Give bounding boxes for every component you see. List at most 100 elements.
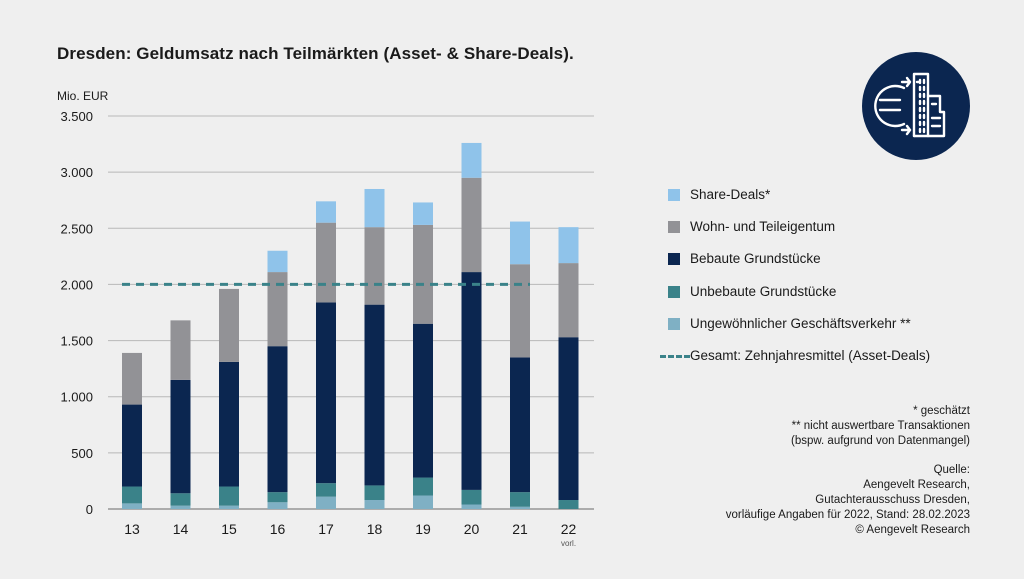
- footnote-line: (bspw. aufgrund von Datenmangel): [791, 435, 970, 447]
- legend-swatch: [668, 253, 680, 266]
- bar-stack-18: [364, 188, 385, 509]
- x-tick-label: 18: [367, 521, 383, 537]
- bar-segment: [170, 505, 191, 509]
- source-line: Aengevelt Research,: [863, 479, 970, 491]
- bar-stack-13: [122, 352, 142, 509]
- bar-segment: [219, 361, 239, 487]
- legend-label: Ungewöhnlicher Geschäftsverkehr **: [690, 315, 911, 331]
- bar-segment: [461, 272, 482, 490]
- x-tick-label: 21: [512, 521, 528, 537]
- bar-segment: [122, 486, 142, 504]
- legend-swatch: [660, 355, 690, 358]
- bar-segment: [413, 477, 433, 496]
- x-tick-label: 16: [270, 521, 286, 537]
- footnotes: * geschätzt ** nicht auswertbare Transak…: [791, 404, 970, 449]
- bar-stack-20: [461, 142, 482, 509]
- y-tick-label: 2.000: [60, 277, 93, 292]
- bar-segment: [219, 505, 239, 509]
- bar-segment: [413, 224, 433, 324]
- bar-segment: [219, 486, 239, 506]
- bar-segment: [510, 264, 530, 358]
- y-tick-label: 2.500: [60, 221, 93, 236]
- x-tick-label: 19: [415, 521, 431, 537]
- bar-segment: [364, 500, 385, 509]
- bar-segment: [461, 489, 482, 505]
- bar-segment: [364, 485, 385, 501]
- x-tick-label: 22: [561, 521, 577, 537]
- euro-building-icon: [862, 52, 970, 160]
- legend-label: Wohn- und Teileigentum: [690, 219, 836, 235]
- bar-segment: [510, 506, 530, 509]
- y-tick-label: 3.000: [60, 165, 93, 180]
- bar-segment: [316, 496, 336, 509]
- legend-swatch: [668, 285, 680, 298]
- chart-title: Dresden: Geldumsatz nach Teilmärkten (As…: [57, 44, 574, 63]
- bar-segment: [267, 492, 288, 503]
- bar-stacks: [122, 142, 579, 509]
- bar-stack-22: [558, 227, 579, 509]
- bar-segment: [170, 320, 191, 380]
- bar-segment: [558, 263, 579, 338]
- bar-segment: [267, 502, 288, 509]
- bar-segment: [122, 352, 142, 405]
- bar-segment: [267, 346, 288, 493]
- bar-segment: [122, 404, 142, 487]
- x-axis-ticks: 13 14 15 16 17 18 19 20 21 22 vorl.: [124, 521, 576, 548]
- bar-segment: [170, 493, 191, 506]
- bar-segment: [219, 288, 239, 362]
- source-line: Gutachterausschuss Dresden,: [815, 494, 970, 506]
- bar-segment: [267, 272, 288, 347]
- bar-segment: [558, 337, 579, 501]
- legend-label: Bebaute Grundstücke: [690, 251, 821, 267]
- bar-segment: [558, 500, 579, 509]
- bar-segment: [413, 323, 433, 478]
- bar-stack-15: [219, 288, 239, 509]
- legend-swatch: [668, 221, 680, 234]
- x-tick-label: 17: [318, 521, 334, 537]
- footnote-line: * geschätzt: [913, 405, 970, 417]
- bar-segment: [316, 483, 336, 497]
- bar-segment: [267, 250, 288, 273]
- x-tick-label: 15: [221, 521, 237, 537]
- bar-segment: [558, 227, 579, 264]
- bar-segment: [316, 222, 336, 303]
- legend-label: Unbebaute Grundstücke: [690, 283, 837, 299]
- bar-segment: [510, 357, 530, 493]
- y-tick-label: 3.500: [60, 109, 93, 124]
- bar-segment: [413, 202, 433, 225]
- legend-label: Share-Deals*: [690, 187, 771, 202]
- bar-segment: [461, 177, 482, 273]
- y-tick-label: 0: [86, 502, 93, 517]
- footnote-line: ** nicht auswertbare Transaktionen: [791, 420, 970, 432]
- x-tick-label: 20: [464, 521, 480, 537]
- source-note: Quelle: Aengevelt Research, Gutachteraus…: [726, 463, 970, 538]
- y-axis-label: Mio. EUR: [57, 89, 109, 103]
- x-tick-sublabel: vorl.: [561, 539, 576, 548]
- y-axis-ticks: 0 500 1.000 1.500 2.000 2.500 3.000 3.500: [60, 109, 93, 517]
- bar-segment: [510, 221, 530, 265]
- y-tick-label: 1.000: [60, 390, 93, 405]
- bar-segment: [364, 227, 385, 305]
- bar-segment: [413, 495, 433, 509]
- bar-segment: [316, 201, 336, 223]
- bar-stack-14: [170, 320, 191, 509]
- legend-label: Gesamt: Zehnjahresmittel (Asset-Deals): [690, 348, 931, 363]
- source-line: vorläufige Angaben für 2022, Stand: 28.0…: [725, 509, 970, 521]
- bar-stack-16: [267, 250, 288, 509]
- source-line: © Aengevelt Research: [855, 524, 970, 536]
- bar-segment: [461, 504, 482, 509]
- bar-segment: [364, 188, 385, 228]
- bar-segment: [364, 304, 385, 486]
- legend-swatch: [668, 317, 680, 330]
- x-tick-label: 13: [124, 521, 140, 537]
- bar-segment: [510, 492, 530, 507]
- bar-segment: [170, 379, 191, 494]
- x-tick-label: 14: [173, 521, 189, 537]
- legend-swatch: [668, 189, 680, 201]
- bar-stack-19: [413, 202, 433, 509]
- source-line: Quelle:: [933, 464, 970, 476]
- y-tick-label: 500: [71, 446, 93, 461]
- bar-segment: [461, 142, 482, 178]
- bar-stack-17: [316, 201, 336, 509]
